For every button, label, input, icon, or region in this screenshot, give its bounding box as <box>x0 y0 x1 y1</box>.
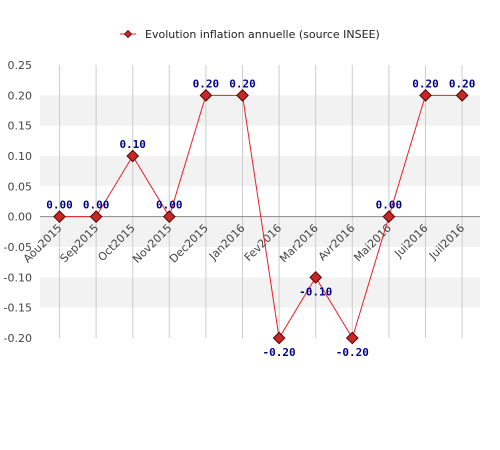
legend-marker-icon <box>123 29 133 39</box>
grid-band <box>40 156 480 187</box>
y-tick-label: -0.15 <box>4 302 32 315</box>
y-tick-label: -0.20 <box>4 332 32 345</box>
data-value-label: 0.20 <box>193 77 220 90</box>
data-value-label: 0.20 <box>412 77 439 90</box>
data-markers <box>53 88 469 345</box>
y-tick-label: 0.25 <box>8 59 33 72</box>
data-point-marker <box>236 88 249 102</box>
grid-band <box>40 247 480 278</box>
data-value-label: -0.10 <box>299 285 332 298</box>
data-point-marker <box>419 88 432 102</box>
data-value-label: 0.10 <box>119 138 146 151</box>
legend-label: Evolution inflation annuelle (source INS… <box>145 28 380 41</box>
grid-band <box>40 307 480 338</box>
data-value-label: 0.00 <box>156 199 183 212</box>
grid-band <box>40 277 480 308</box>
y-axis-ticks: 0.25 0.20 0.15 0.10 0.05 0.00 -0.05 -0.10 -0.15 -… <box>4 59 32 345</box>
data-value-label: -0.20 <box>336 346 369 359</box>
y-tick-label: 0.20 <box>8 89 33 102</box>
series-line <box>59 94 463 340</box>
grid-band <box>40 216 480 247</box>
data-point-marker <box>53 210 66 224</box>
data-point-marker <box>89 210 103 224</box>
grid-band <box>40 95 480 126</box>
data-point-marker <box>126 149 140 163</box>
y-tick-label: -0.10 <box>4 271 32 284</box>
data-point-marker <box>162 210 176 224</box>
vertical-gridlines <box>59 65 463 338</box>
grid-band <box>40 65 480 96</box>
data-point-marker <box>272 331 286 345</box>
legend: Evolution inflation annuelle (source INS… <box>120 28 380 41</box>
data-point-marker <box>455 88 469 102</box>
grid-band <box>40 125 480 156</box>
data-point-marker <box>382 210 396 224</box>
data-labels: 0.00 0.00 0.10 0.00 0.20 0.20 -0.20 -0.10 -0.20 0… <box>46 77 475 359</box>
data-point-marker <box>345 331 359 345</box>
data-value-label: 0.00 <box>83 199 110 212</box>
data-value-label: 0.00 <box>46 199 73 212</box>
data-value-label: -0.20 <box>263 346 296 359</box>
y-tick-label: 0.00 <box>8 211 33 224</box>
data-value-label: 0.20 <box>229 77 256 90</box>
data-value-label: 0.00 <box>376 199 403 212</box>
y-tick-label: 0.15 <box>8 120 33 133</box>
data-value-label: 0.20 <box>449 77 476 90</box>
y-tick-label: 0.05 <box>8 180 33 193</box>
y-tick-label: 0.10 <box>8 150 33 163</box>
y-tick-label: -0.05 <box>4 241 32 254</box>
data-point-marker <box>309 270 323 284</box>
data-point-marker <box>199 88 213 102</box>
